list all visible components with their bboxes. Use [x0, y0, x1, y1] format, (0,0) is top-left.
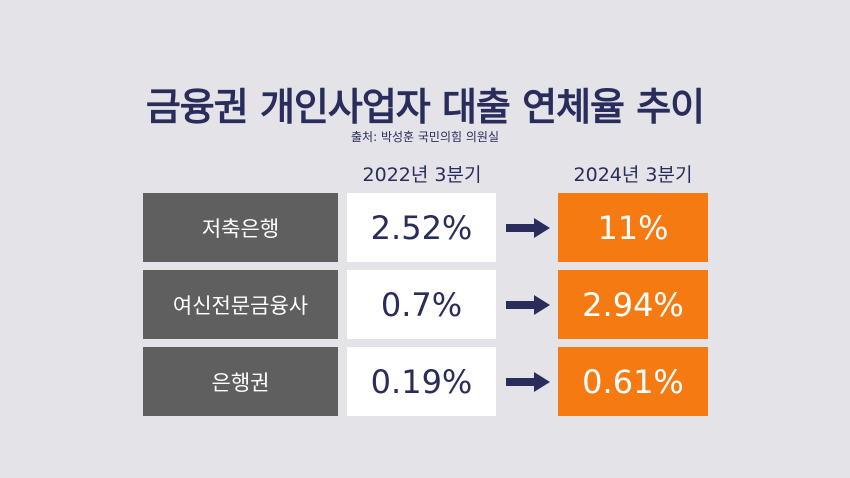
row-label-credit-finance: 여신전문금융사 — [143, 270, 338, 339]
arrow-right-icon — [506, 372, 550, 392]
value-before-banks: 0.19% — [347, 347, 496, 416]
value-before-savings-bank: 2.52% — [347, 193, 496, 262]
row-label-savings-bank: 저축은행 — [143, 193, 338, 262]
row-label-banks: 은행권 — [143, 347, 338, 416]
value-after-credit-finance: 2.94% — [558, 270, 708, 339]
chart-title: 금융권 개인사업자 대출 연체율 추이 — [145, 85, 705, 129]
arrow-right-icon — [506, 295, 550, 315]
column-header-after: 2024년 3분기 — [573, 164, 693, 186]
arrow-right-icon — [506, 218, 550, 238]
column-header-before: 2022년 3분기 — [362, 164, 482, 186]
value-before-credit-finance: 0.7% — [347, 270, 496, 339]
source-note: 출처: 박성훈 국민의힘 의원실 — [351, 130, 499, 144]
value-after-banks: 0.61% — [558, 347, 708, 416]
value-after-savings-bank: 11% — [558, 193, 708, 262]
